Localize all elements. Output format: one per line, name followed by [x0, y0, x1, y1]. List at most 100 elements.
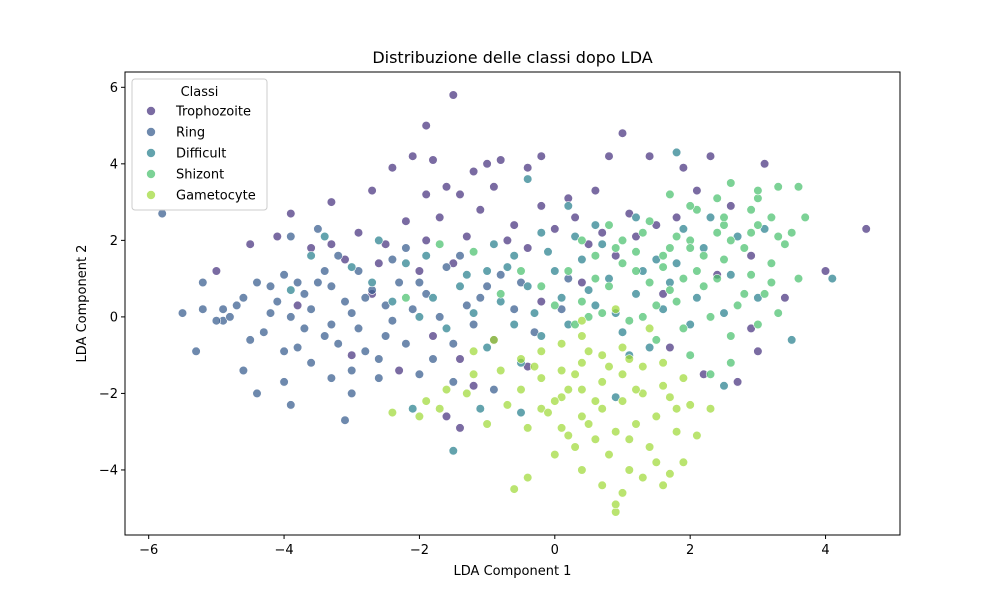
- point-ring: [157, 209, 167, 219]
- point-shizont: [712, 193, 722, 203]
- point-shizont: [746, 205, 756, 215]
- point-ring: [448, 377, 458, 387]
- point-gametocyte: [516, 354, 526, 364]
- point-gametocyte: [671, 427, 682, 437]
- point-shizont: [665, 285, 675, 295]
- point-trophozoite: [326, 239, 337, 249]
- point-trophozoite: [374, 258, 384, 268]
- point-ring: [211, 316, 221, 326]
- point-shizont: [590, 274, 601, 284]
- point-ring: [279, 346, 289, 356]
- y-tick-label: −2: [99, 387, 118, 402]
- point-trophozoite: [421, 235, 431, 245]
- point-difficult: [286, 285, 296, 295]
- point-difficult: [489, 239, 499, 249]
- point-shizont: [658, 251, 668, 261]
- point-shizont: [678, 323, 689, 334]
- point-ring: [333, 251, 343, 261]
- point-shizont: [577, 235, 587, 245]
- point-trophozoite: [611, 251, 621, 261]
- point-shizont: [496, 289, 506, 299]
- series-ring: [157, 209, 573, 425]
- point-gametocyte: [523, 423, 533, 433]
- point-gametocyte: [516, 385, 526, 395]
- point-ring: [475, 293, 485, 303]
- point-ring: [252, 277, 262, 288]
- point-gametocyte: [611, 427, 621, 437]
- point-ring: [265, 308, 276, 318]
- point-ring: [232, 300, 242, 311]
- point-ring: [455, 251, 465, 261]
- point-ring: [326, 281, 337, 291]
- point-trophozoite: [753, 346, 763, 356]
- point-shizont: [773, 231, 783, 242]
- point-gametocyte: [387, 408, 398, 418]
- point-ring: [353, 266, 364, 276]
- x-axis-label: LDA Component 1: [454, 564, 572, 579]
- point-trophozoite: [428, 155, 438, 165]
- point-trophozoite: [536, 151, 546, 161]
- point-gametocyte: [644, 323, 655, 334]
- point-difficult: [583, 285, 594, 295]
- point-gametocyte: [638, 473, 648, 483]
- point-shizont: [719, 212, 729, 222]
- point-gametocyte: [469, 369, 479, 379]
- point-shizont: [726, 235, 736, 245]
- point-gametocyte: [583, 419, 594, 429]
- point-trophozoite: [759, 159, 770, 169]
- point-ring: [320, 331, 330, 341]
- point-ring: [509, 304, 519, 314]
- point-ring: [238, 293, 248, 303]
- point-shizont: [685, 243, 695, 253]
- point-difficult: [428, 293, 438, 303]
- point-shizont: [699, 251, 709, 261]
- point-gametocyte: [577, 465, 587, 475]
- point-ring: [286, 400, 296, 410]
- point-gametocyte: [624, 434, 634, 444]
- point-difficult: [387, 297, 398, 307]
- point-ring: [347, 308, 357, 318]
- point-difficult: [462, 270, 472, 280]
- point-gametocyte: [611, 499, 621, 510]
- point-ring: [293, 277, 303, 288]
- point-shizont: [611, 243, 621, 253]
- point-gametocyte: [414, 411, 425, 422]
- point-ring: [401, 243, 411, 253]
- point-shizont: [780, 239, 790, 249]
- point-shizont: [766, 277, 777, 288]
- point-shizont: [753, 319, 763, 330]
- point-ring: [435, 312, 445, 322]
- point-gametocyte: [665, 392, 675, 402]
- point-shizont: [644, 277, 655, 288]
- point-ring: [313, 224, 323, 234]
- point-difficult: [536, 331, 546, 341]
- point-gametocyte: [631, 385, 641, 395]
- x-tick-label: 0: [551, 543, 559, 558]
- point-trophozoite: [861, 224, 871, 234]
- ticks-layer: −6 −4 −2 0 2 4 −4 −2 0 2 4 6: [99, 81, 830, 558]
- point-difficult: [590, 300, 601, 311]
- point-shizont: [692, 266, 702, 276]
- point-trophozoite: [489, 182, 499, 192]
- point-difficult: [611, 392, 621, 402]
- point-shizont: [739, 289, 749, 299]
- point-ring: [347, 388, 357, 399]
- point-trophozoite: [820, 266, 831, 276]
- point-trophozoite: [705, 151, 716, 161]
- point-difficult: [678, 224, 689, 234]
- point-gametocyte: [577, 331, 587, 341]
- point-difficult: [719, 381, 729, 391]
- point-difficult: [523, 174, 533, 184]
- point-ring: [225, 312, 235, 322]
- point-gametocyte: [529, 362, 540, 372]
- point-shizont: [638, 228, 648, 238]
- point-ring: [191, 346, 201, 356]
- point-difficult: [536, 228, 546, 238]
- point-trophozoite: [455, 354, 465, 364]
- series-trophozoite: [211, 90, 871, 433]
- point-ring: [360, 293, 370, 303]
- x-tick-label: −4: [274, 543, 293, 558]
- point-gametocyte: [617, 342, 628, 353]
- point-difficult: [347, 262, 357, 272]
- point-gametocyte: [502, 400, 513, 410]
